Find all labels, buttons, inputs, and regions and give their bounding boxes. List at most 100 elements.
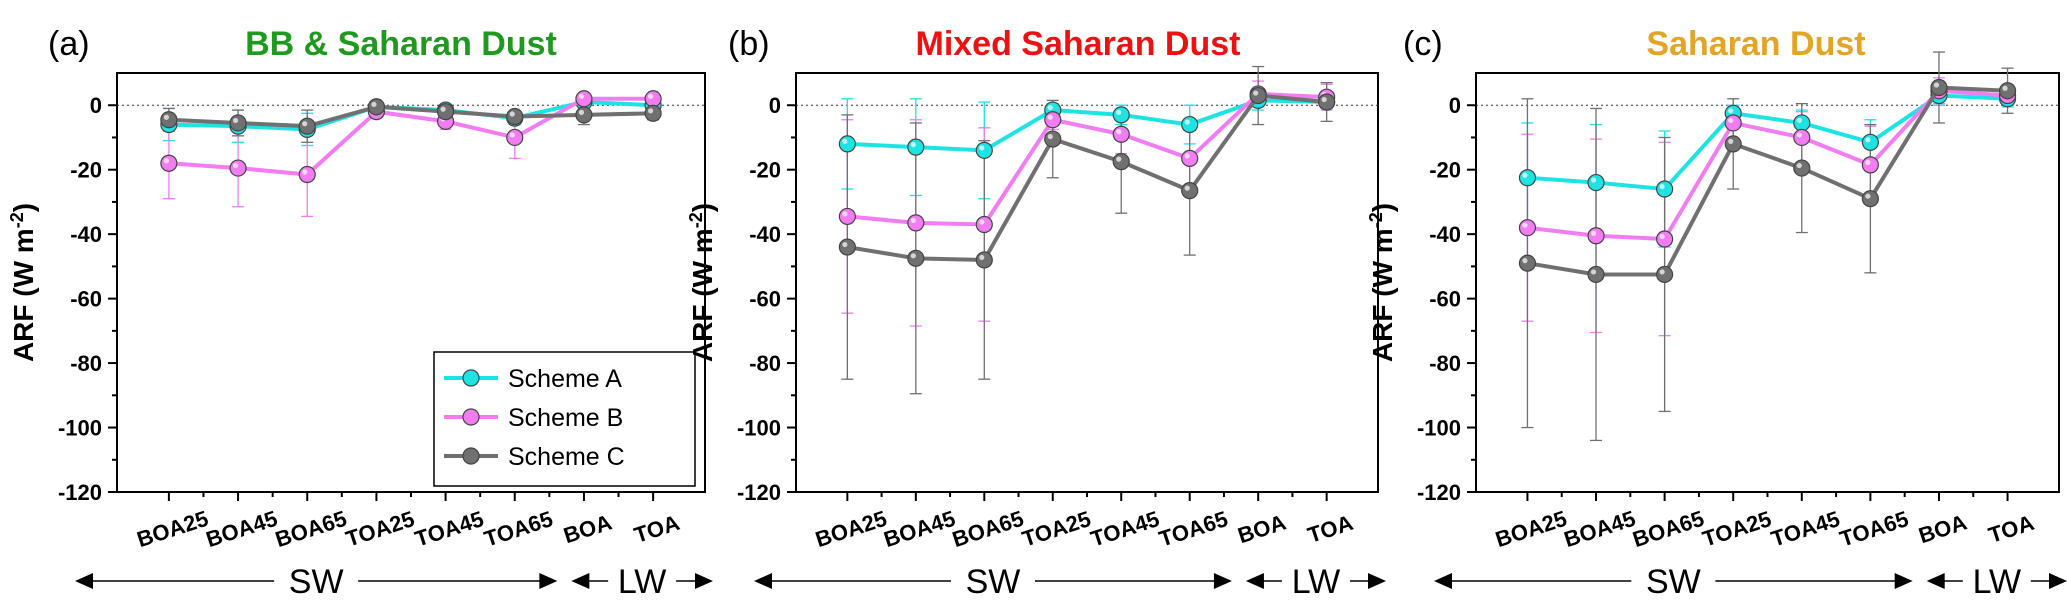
data-point-highlight [509,132,515,138]
band-arrowhead [1368,573,1386,589]
data-point-highlight [648,108,654,114]
data-point-highlight [302,121,308,127]
y-tick-label: -120 [58,480,102,505]
x-tick-label: TOA45 [1768,506,1843,552]
data-point [1861,133,1879,151]
y-axis-title: ARF (W m-2) [686,203,718,362]
y-tick-label: 0 [90,93,102,118]
x-tick-label: BOA25 [812,506,889,552]
band-label: SW [966,563,1021,601]
data-point-highlight [1116,129,1122,135]
x-tick-label: TOA65 [481,506,556,552]
data-point [1249,86,1267,105]
data-point [1793,159,1811,177]
data-point-highlight [1728,117,1734,124]
band-arrowhead [754,573,772,589]
data-point-highlight [1865,137,1871,143]
series-line-3 [1527,85,2008,277]
data-point [1518,169,1537,187]
chart-panel-2: (b) Mixed Saharan Dust 0 -20 -40 -60 -80 -100 -1… [686,25,1386,601]
data-point [1181,149,1199,168]
data-point-highlight [979,219,985,225]
x-tick-label: TOA [1985,510,2037,548]
data-point-highlight [302,169,308,175]
y-tick-label: -100 [58,416,102,441]
data-point [1861,156,1879,174]
x-tick-label: TOA65 [1837,506,1912,552]
data-point [1518,219,1537,237]
data-point [1793,114,1811,132]
data-point [644,104,662,122]
y-tick-label: -40 [749,222,781,247]
legend-swatch-marker [462,369,480,387]
data-point-highlight [440,106,446,112]
data-point [1181,115,1199,134]
y-tick-label: -100 [737,416,781,441]
y-tick-label: -80 [1429,351,1461,376]
x-tick-label: BOA [1235,509,1289,548]
series-line-3 [847,93,1327,262]
data-point [907,249,925,267]
data-point-highlight [910,253,916,259]
band-arrowhead [1245,573,1264,589]
data-point-highlight [1659,269,1665,275]
y-axis-title: ARF (W m-2) [1366,203,1398,362]
data-point-highlight [371,101,377,107]
data-point [838,238,856,256]
x-tick-label: BOA65 [949,506,1026,552]
panel-label: (b) [728,25,770,63]
band-label: LW [1973,563,2021,601]
data-point [975,141,993,159]
x-tick-label: TOA65 [1156,506,1231,552]
data-point-highlight [979,254,985,261]
chart-panel-3: (c) Saharan Dust 0 -20 -40 -60 -80 -100 -120 ARF … [1366,25,2067,601]
data-point [1587,227,1605,245]
data-point [838,207,856,226]
data-point-highlight [979,145,985,151]
data-point-highlight [2002,85,2008,91]
data-point-highlight [842,138,848,145]
data-point [1318,93,1336,111]
data-point [838,135,856,153]
band-arrowhead [695,573,713,589]
series-line-3 [168,104,654,129]
data-point-highlight [578,109,585,115]
data-point [1181,182,1199,200]
data-point-highlight [842,211,848,217]
x-tick-label: TOA45 [1088,506,1163,552]
y-tick-label: -60 [1429,287,1461,312]
data-point-highlight [1116,109,1122,115]
data-point [1724,114,1742,132]
y-axis-title: ARF (W m-2) [7,203,39,362]
data-point-highlight [163,158,169,164]
data-point [160,154,178,172]
y-tick-label: -20 [1429,158,1461,183]
x-tick-label: BOA45 [1561,506,1638,552]
data-point-highlight [1590,269,1597,275]
data-point [298,165,316,184]
x-tick-label: BOA25 [134,506,211,552]
data-point-highlight [1728,108,1734,114]
data-point-highlight [1184,119,1190,125]
x-tick-label: TOA [1305,510,1357,548]
data-point-highlight [1659,183,1665,190]
band-label: SW [1646,563,1701,601]
data-point-highlight [1865,159,1871,165]
x-tick-label: TOA25 [343,506,418,552]
data-point-highlight [1796,117,1802,124]
x-tick-label: BOA [561,509,615,548]
data-point-highlight [578,93,585,99]
data-point [575,90,593,108]
band-arrowhead [571,573,590,589]
data-point-highlight [1522,258,1528,264]
data-point-highlight [1590,230,1597,236]
data-point [298,117,316,135]
data-point-highlight [163,114,169,120]
y-tick-label: -120 [737,480,781,505]
series-line-2 [168,96,654,177]
data-point [1656,230,1674,248]
band-label: LW [618,563,666,601]
y-tick-label: -80 [70,351,102,376]
panel-label: (a) [48,25,90,63]
band-arrowhead [539,573,558,589]
